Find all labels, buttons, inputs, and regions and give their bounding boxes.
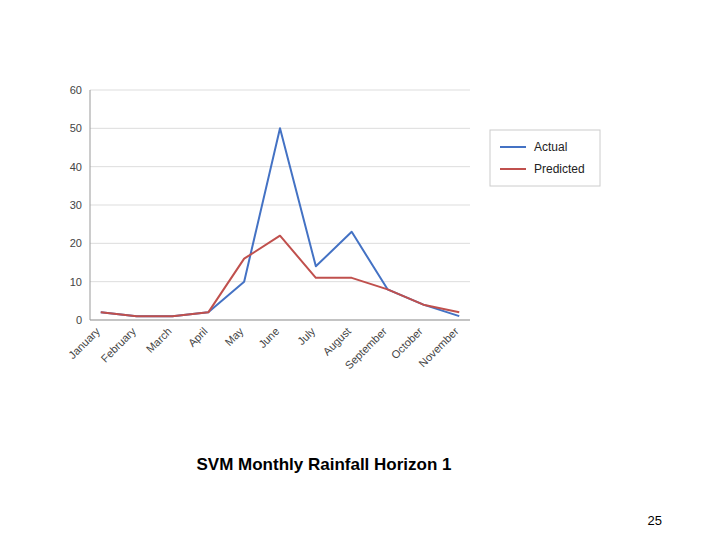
y-tick-label: 30: [70, 199, 82, 211]
x-tick-label: March: [144, 325, 174, 355]
grid-line: [90, 243, 470, 244]
grid-line: [90, 205, 470, 206]
title: SVM Monthly Rainfall Horizon 1: [196, 455, 451, 474]
x-tick-label: October: [389, 325, 425, 361]
legend-label: Predicted: [534, 162, 585, 176]
legend-frame: [490, 130, 600, 186]
chart: 0 10 20 30 40 50 60 JanuaryFebruaryMarch April Ma…: [0, 0, 720, 540]
x-axis: [90, 320, 470, 321]
plot-area: [101, 128, 459, 316]
series-line: [101, 236, 459, 316]
x-tick-label: May: [222, 325, 246, 349]
y-tick-label: 50: [70, 122, 82, 134]
grid-line: [90, 320, 470, 321]
x-tick-label: February: [98, 325, 138, 365]
grid-line: [90, 90, 470, 91]
y-axis: [90, 90, 91, 320]
legend-swatch: [500, 168, 526, 170]
legend-swatch: [500, 146, 526, 148]
x-tick-label: January: [66, 325, 103, 362]
y-tick-label: 20: [70, 237, 82, 249]
y-tick-label: 0: [76, 314, 82, 326]
y-tick-label: 40: [70, 161, 82, 173]
grid-line: [90, 281, 470, 282]
x-tick-label: August: [320, 325, 353, 358]
grid-line: [90, 166, 470, 167]
legend: Actual Predicted: [490, 130, 600, 186]
x-tick-label: July: [295, 325, 318, 348]
x-tick-label: November: [416, 325, 461, 370]
x-tick-label: April: [186, 325, 210, 349]
page-number: 25: [648, 513, 662, 528]
y-tick-label: 60: [70, 84, 82, 96]
series-line: [101, 128, 459, 316]
y-tick-label: 10: [70, 276, 82, 288]
x-tick-label: September: [342, 325, 389, 372]
x-tick-label: June: [256, 325, 281, 350]
legend-label: Actual: [534, 140, 567, 154]
